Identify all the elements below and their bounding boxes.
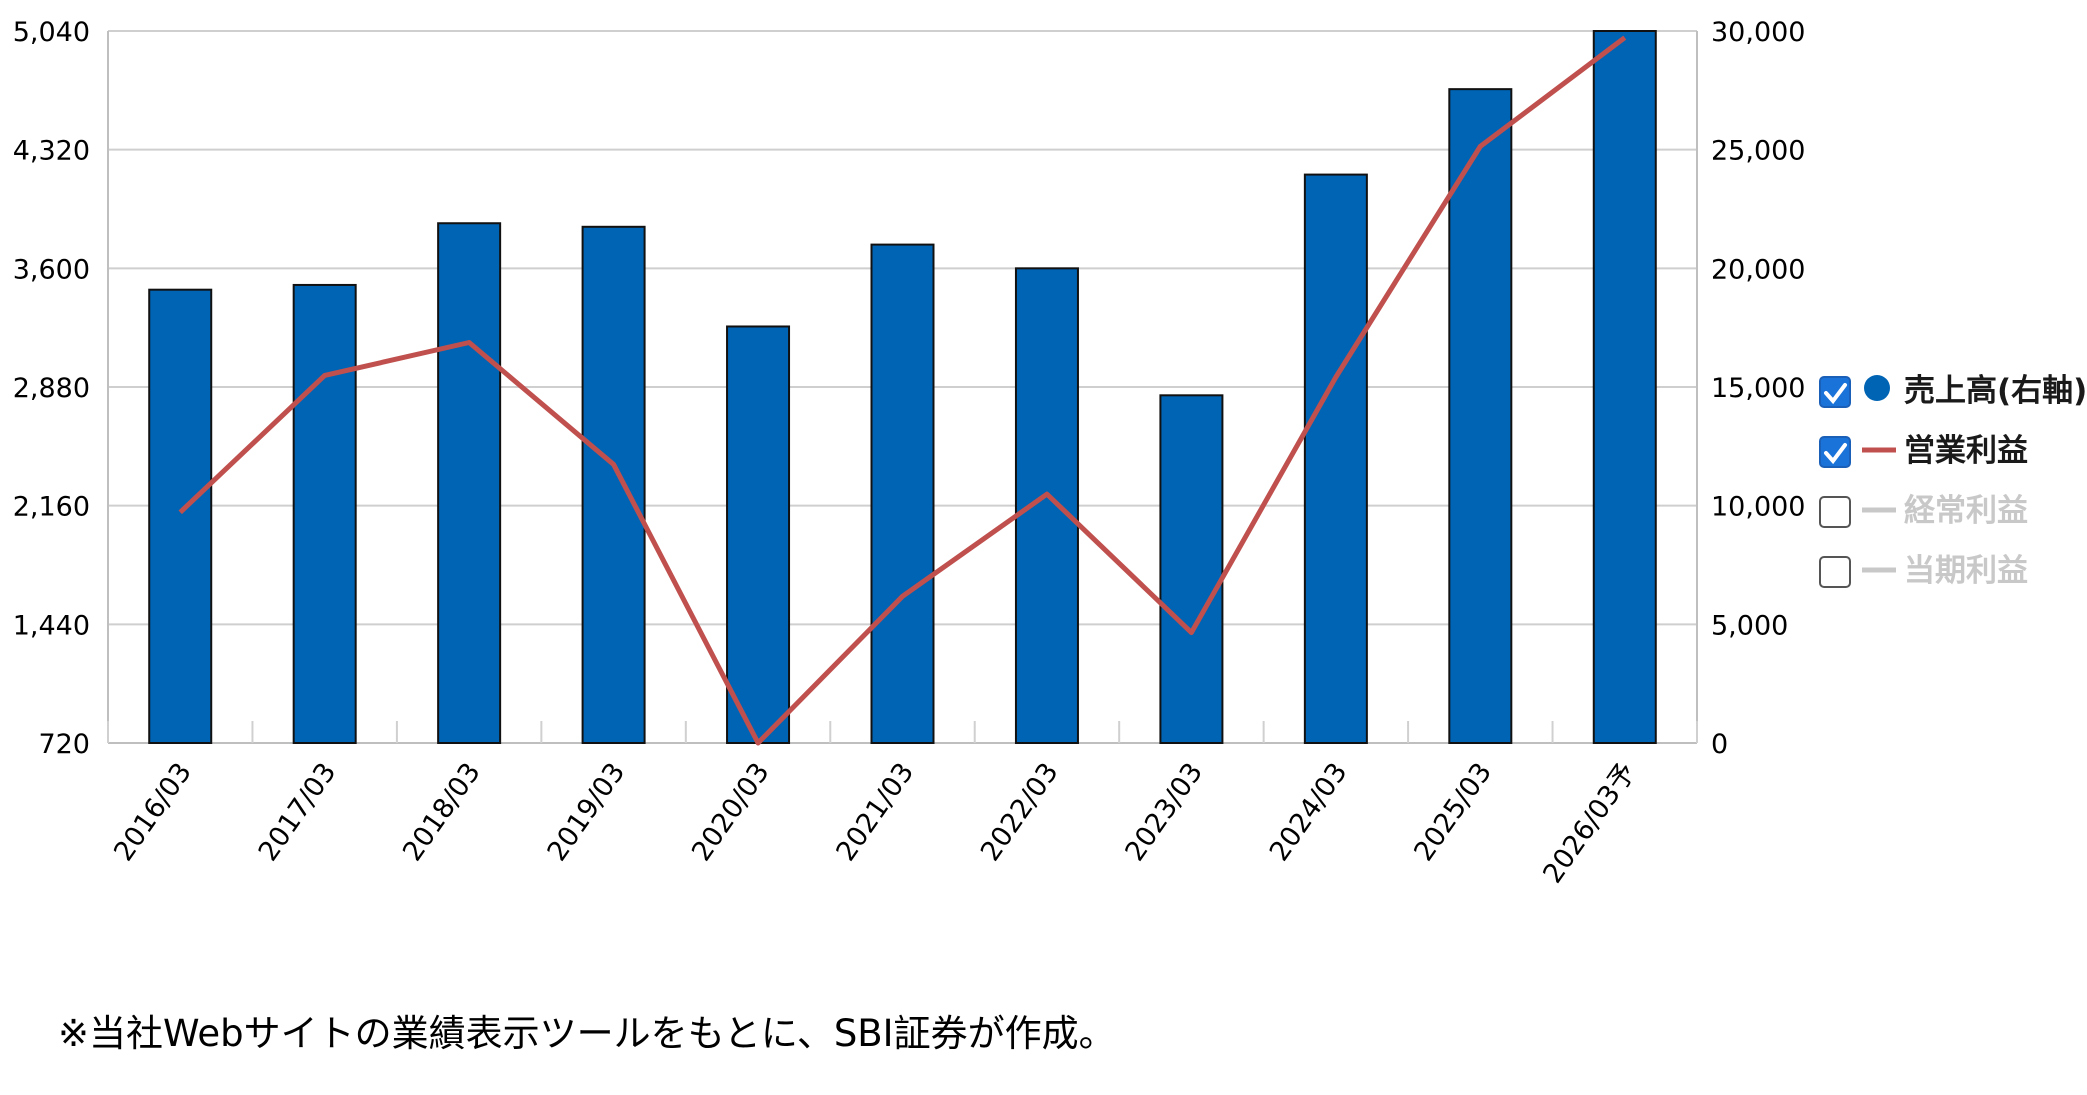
legend-label: 営業利益 <box>1904 433 2028 469</box>
right-tick-label: 5,000 <box>1711 610 1788 641</box>
category-label: 2020/03 <box>686 757 776 867</box>
footnote: ※当社Webサイトの業績表示ツールをもとに、SBI証券が作成。 <box>58 1012 1116 1055</box>
right-tick-label: 30,000 <box>1711 17 1805 48</box>
bar <box>581 225 646 745</box>
bar <box>726 325 791 744</box>
left-tick-label: 1,440 <box>13 610 90 641</box>
legend-checkbox[interactable] <box>1819 436 1851 468</box>
bar <box>1592 30 1657 744</box>
category-label: 2019/03 <box>542 757 632 867</box>
bar <box>1448 88 1513 744</box>
right-tick-label: 0 <box>1711 729 1728 760</box>
category-label: 2017/03 <box>253 757 343 867</box>
left-tick-label: 2,160 <box>13 492 90 523</box>
left-tick-label: 3,600 <box>13 254 90 285</box>
category-label: 2023/03 <box>1119 757 1209 867</box>
series-line <box>178 35 1627 746</box>
category-label: 2018/03 <box>397 757 487 867</box>
right-tick-label: 20,000 <box>1711 254 1805 285</box>
category-label: 2026/03予 <box>1537 757 1642 889</box>
check-icon <box>1824 383 1847 405</box>
category-label: 2024/03 <box>1264 757 1354 867</box>
left-tick-label: 2,880 <box>13 373 90 404</box>
bar <box>1303 173 1368 744</box>
bar <box>292 283 357 744</box>
legend-checkbox[interactable] <box>1819 496 1851 528</box>
legend-label: 売上高(右軸) <box>1904 373 2087 409</box>
category-label: 2016/03 <box>108 757 198 867</box>
right-tick-label: 10,000 <box>1711 492 1805 523</box>
left-tick-label: 720 <box>38 729 90 760</box>
legend-label: 当期利益 <box>1904 553 2028 589</box>
bar <box>1159 394 1224 744</box>
category-label: 2022/03 <box>975 757 1065 867</box>
legend-label: 経常利益 <box>1904 493 2028 529</box>
legend-checkbox[interactable] <box>1819 376 1851 408</box>
right-tick-label: 25,000 <box>1711 136 1805 167</box>
legend-checkbox[interactable] <box>1819 556 1851 588</box>
check-icon <box>1824 443 1847 465</box>
category-label: 2025/03 <box>1408 757 1498 867</box>
bar <box>870 243 935 744</box>
bar <box>437 222 502 745</box>
left-tick-label: 5,040 <box>13 17 90 48</box>
right-tick-label: 15,000 <box>1711 373 1805 404</box>
bar <box>1014 267 1079 744</box>
left-tick-label: 4,320 <box>13 136 90 167</box>
category-label: 2021/03 <box>831 757 921 867</box>
legend-marker-circle <box>1864 375 1890 401</box>
bar <box>148 288 213 744</box>
